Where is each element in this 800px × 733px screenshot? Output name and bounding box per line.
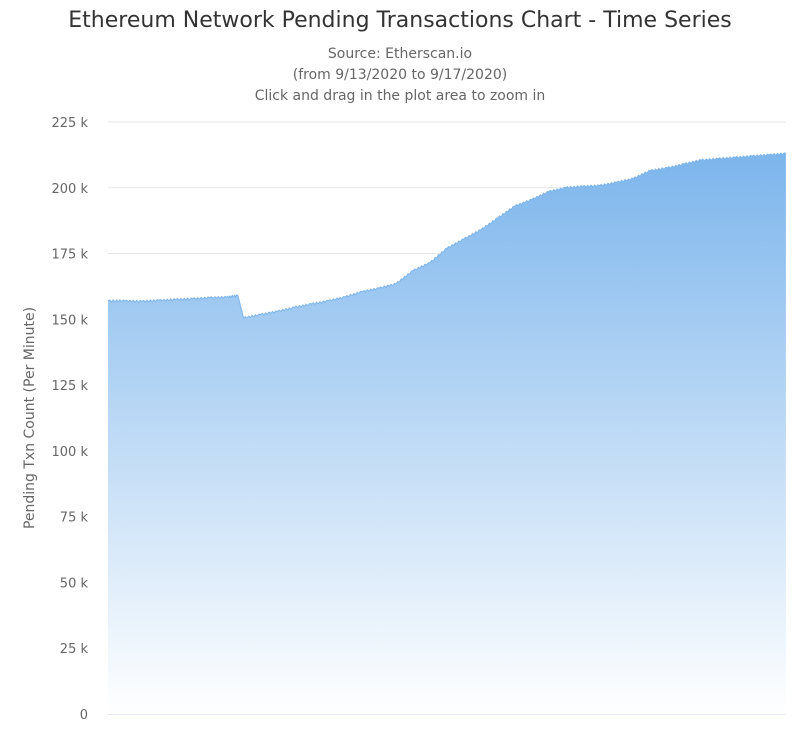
y-tick-label: 150 k <box>52 313 89 328</box>
series-area <box>108 152 786 715</box>
y-tick-label: 225 k <box>52 116 89 131</box>
subtitle-date-range: (from 9/13/2020 to 9/17/2020) <box>292 67 508 83</box>
series-line <box>107 152 787 319</box>
y-tick-label: 200 k <box>52 182 89 197</box>
subtitle-source: Source: Etherscan.io <box>327 46 473 62</box>
subtitle-zoom-hint: Click and drag in the plot area to zoom … <box>254 88 546 104</box>
y-tick-label: 50 k <box>60 576 89 591</box>
y-tick-label: 175 k <box>52 248 89 263</box>
y-tick-label: 100 k <box>52 445 89 460</box>
y-axis-ticks: 0 25 k 50 k 75 k 100 k 125 k 150 k 175 k 200 k 22… <box>52 116 89 723</box>
chart-title: Ethereum Network Pending Transactions Ch… <box>68 8 732 33</box>
y-tick-label: 125 k <box>52 379 89 394</box>
chart-subtitle: Source: Etherscan.io (from 9/13/2020 to … <box>0 44 800 107</box>
y-tick-label: 25 k <box>60 642 89 657</box>
y-tick-label: 0 <box>80 708 88 723</box>
y-tick-label: 75 k <box>60 511 89 526</box>
